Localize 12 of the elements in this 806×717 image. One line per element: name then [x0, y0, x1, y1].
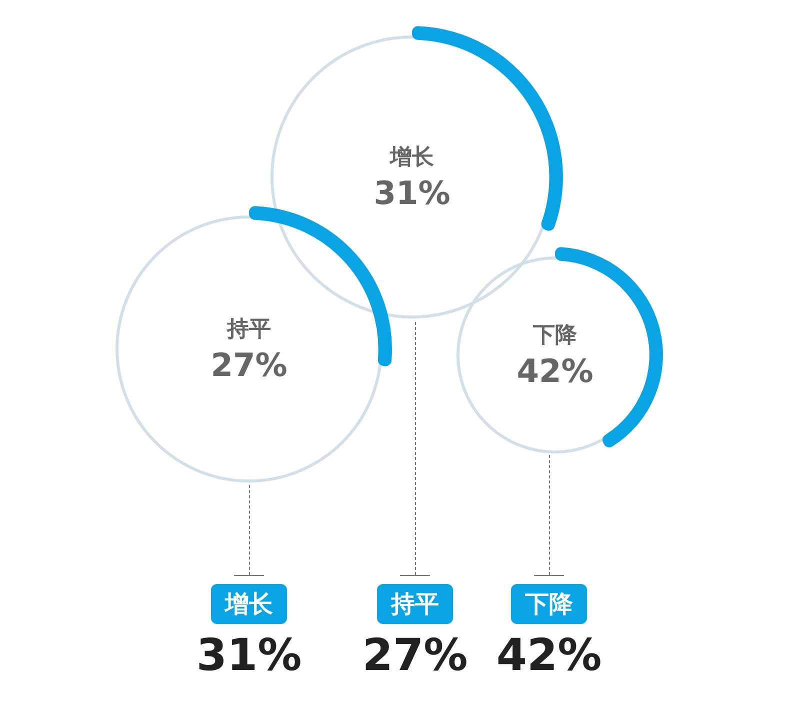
text: 27%	[362, 630, 468, 681]
category-label: 下降	[525, 590, 573, 618]
data-label: 27%	[210, 346, 288, 384]
text: 42%	[496, 630, 602, 681]
data-label: 42%	[516, 352, 594, 390]
text: 31%	[196, 630, 302, 681]
category-label: 下降	[532, 322, 578, 350]
category-label: 持平	[391, 590, 439, 618]
category-label: 增长	[225, 590, 273, 618]
data-label: 31%	[374, 174, 450, 212]
category-label: 持平	[226, 316, 272, 344]
category-label: 增长	[388, 144, 435, 172]
